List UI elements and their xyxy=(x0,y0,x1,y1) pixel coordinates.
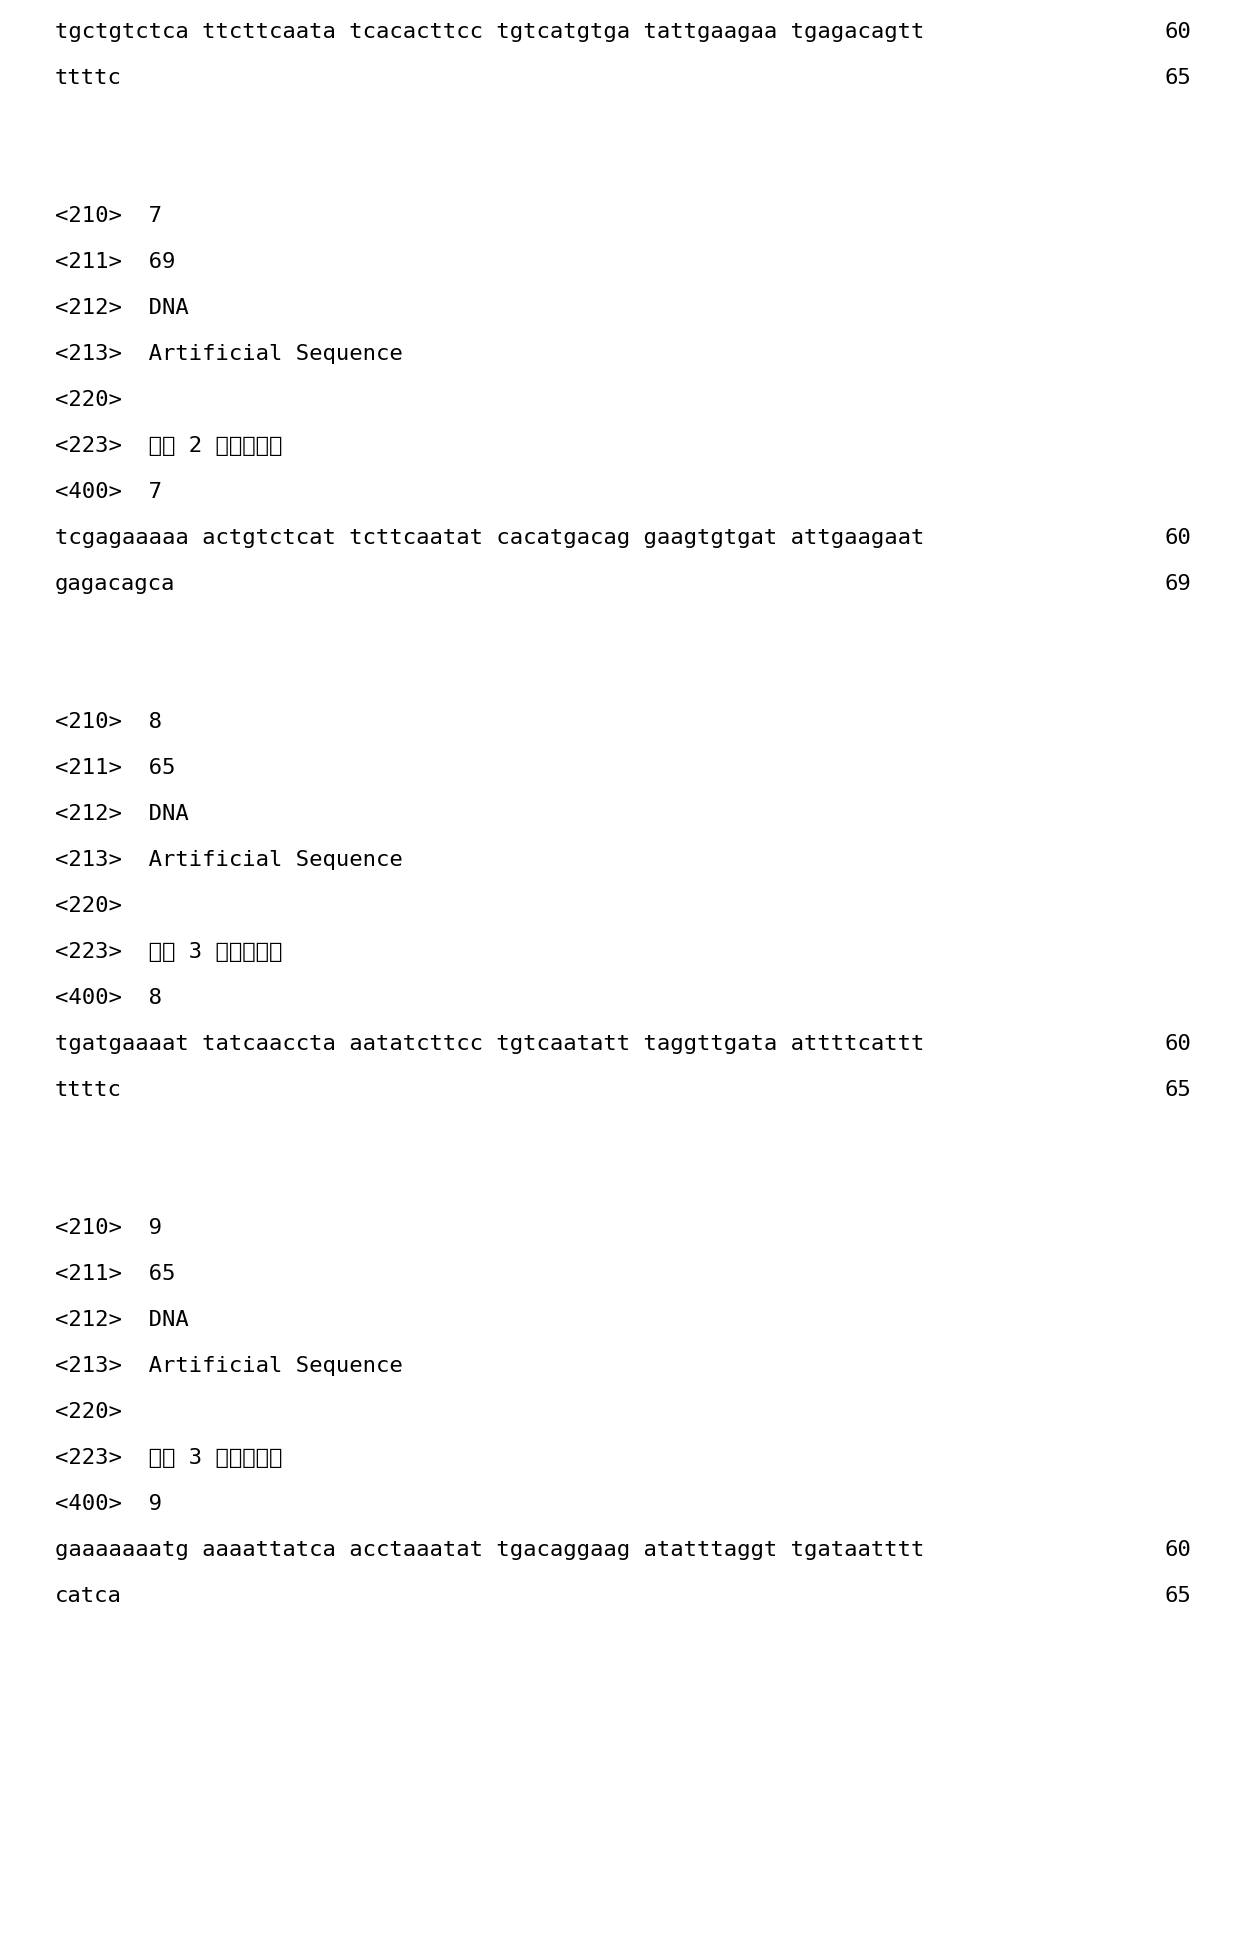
Text: gagacagca: gagacagca xyxy=(55,574,175,593)
Text: 65: 65 xyxy=(1166,1080,1192,1099)
Text: <213>  Artificial Sequence: <213> Artificial Sequence xyxy=(55,849,403,871)
Text: 65: 65 xyxy=(1166,68,1192,87)
Text: tcgagaaaaa actgtctcat tcttcaatat cacatgacag gaagtgtgat attgaagaat: tcgagaaaaa actgtctcat tcttcaatat cacatga… xyxy=(55,527,924,549)
Text: <400>  9: <400> 9 xyxy=(55,1495,162,1514)
Text: <211>  69: <211> 69 xyxy=(55,252,175,271)
Text: 60: 60 xyxy=(1166,1540,1192,1561)
Text: 60: 60 xyxy=(1166,527,1192,549)
Text: <212>  DNA: <212> DNA xyxy=(55,299,188,318)
Text: 65: 65 xyxy=(1166,1586,1192,1605)
Text: <210>  7: <210> 7 xyxy=(55,206,162,227)
Text: <211>  65: <211> 65 xyxy=(55,758,175,778)
Text: <400>  8: <400> 8 xyxy=(55,989,162,1008)
Text: <213>  Artificial Sequence: <213> Artificial Sequence xyxy=(55,343,403,365)
Text: <220>: <220> xyxy=(55,390,122,409)
Text: 69: 69 xyxy=(1166,574,1192,593)
Text: <220>: <220> xyxy=(55,896,122,915)
Text: ttttc: ttttc xyxy=(55,1080,122,1099)
Text: <211>  65: <211> 65 xyxy=(55,1264,175,1284)
Text: <400>  7: <400> 7 xyxy=(55,483,162,502)
Text: <212>  DNA: <212> DNA xyxy=(55,1311,188,1330)
Text: gaaaaaaatg aaaattatca acctaaatat tgacaggaag atatttaggt tgataatttt: gaaaaaaatg aaaattatca acctaaatat tgacagg… xyxy=(55,1540,924,1561)
Text: <210>  9: <210> 9 xyxy=(55,1218,162,1237)
Text: <223>  靶点 3 的上游引物: <223> 靶点 3 的上游引物 xyxy=(55,942,283,962)
Text: tgctgtctca ttcttcaata tcacacttcc tgtcatgtga tattgaagaa tgagacagtt: tgctgtctca ttcttcaata tcacacttcc tgtcatg… xyxy=(55,21,924,43)
Text: catca: catca xyxy=(55,1586,122,1605)
Text: <220>: <220> xyxy=(55,1402,122,1421)
Text: <210>  8: <210> 8 xyxy=(55,712,162,733)
Text: 60: 60 xyxy=(1166,1033,1192,1055)
Text: <212>  DNA: <212> DNA xyxy=(55,805,188,824)
Text: <223>  靶点 2 的下游引物: <223> 靶点 2 的下游引物 xyxy=(55,436,283,456)
Text: 60: 60 xyxy=(1166,21,1192,43)
Text: tgatgaaaat tatcaaccta aatatcttcc tgtcaatatt taggttgata attttcattt: tgatgaaaat tatcaaccta aatatcttcc tgtcaat… xyxy=(55,1033,924,1055)
Text: ttttc: ttttc xyxy=(55,68,122,87)
Text: <213>  Artificial Sequence: <213> Artificial Sequence xyxy=(55,1355,403,1377)
Text: <223>  靶点 3 的下游引物: <223> 靶点 3 的下游引物 xyxy=(55,1448,283,1468)
